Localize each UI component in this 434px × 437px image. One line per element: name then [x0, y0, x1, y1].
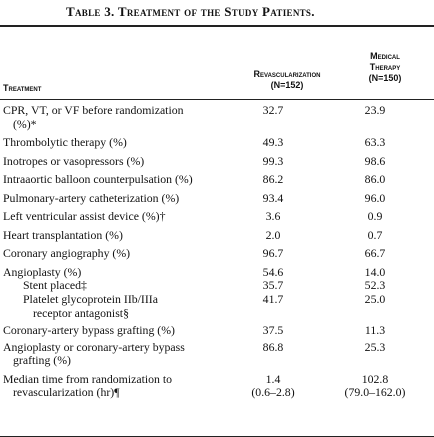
header-medical-n: (N=150): [368, 73, 402, 83]
table-row: CPR, VT, or VF before randomization (%)* …: [0, 103, 434, 136]
row-label: Angioplasty (%): [3, 264, 82, 279]
header-treatment: Treatment: [3, 83, 42, 93]
revasc-value: 35.7: [262, 278, 284, 293]
revasc-value: 41.7: [262, 292, 284, 307]
row-label: Platelet glycoprotein IIb/IIIa receptor a…: [23, 292, 158, 320]
row-label: CPR, VT, or VF before randomization (%)*: [3, 103, 184, 131]
table-row: Inotropes or vasopressors (%) 99.3 98.6: [0, 153, 434, 174]
medical-value: 23.9: [364, 103, 386, 117]
table-row: Platelet glycoprotein IIb/IIIa receptor a…: [0, 292, 434, 321]
medical-range: (79.0–162.0): [344, 385, 406, 400]
revasc-value: 99.3: [262, 153, 284, 168]
revasc-value: 54.6: [262, 264, 284, 279]
header-medical-label1: Medical: [370, 51, 400, 61]
row-label: Pulmonary-artery catheterization (%): [3, 190, 180, 205]
medical-value: 25.0: [364, 292, 386, 307]
table-row: Angioplasty or coronary-artery bypass gra…: [0, 339, 434, 373]
row-label: Inotropes or vasopressors (%): [3, 153, 145, 168]
header-revasc-n: (N=152): [270, 80, 304, 90]
table-title: Table 3. Treatment of the Study Patients…: [66, 4, 315, 19]
table-row: Pulmonary-artery catheterization (%) 93.…: [0, 190, 434, 211]
revasc-value: 1.4 (0.6–2.8): [226, 371, 320, 405]
revasc-median: 1.4: [265, 371, 281, 386]
revasc-range: (0.6–2.8): [251, 385, 295, 400]
medical-value: 14.0: [364, 264, 386, 279]
revasc-value: 2.0: [265, 227, 281, 242]
revasc-value: 32.7: [262, 103, 284, 117]
medical-value: 0.9: [367, 209, 383, 223]
header-revascularization: Revascularization (N=152): [232, 69, 342, 91]
revasc-value: 86.2: [262, 172, 284, 186]
revasc-value: 93.4: [262, 190, 284, 205]
row-label: Coronary angiography (%): [3, 246, 131, 260]
medical-value: 25.3: [364, 339, 386, 354]
revasc-value: 3.6: [265, 209, 281, 223]
medical-value: 0.7: [367, 227, 383, 242]
medical-value: 52.3: [364, 278, 386, 293]
medical-median: 102.8: [361, 371, 389, 386]
table-row: Coronary angiography (%) 96.7 66.7: [0, 246, 434, 266]
row-label: Stent placed‡: [23, 278, 87, 293]
row-label: Left ventricular assist device (%)†: [3, 209, 166, 223]
header-medical-label2: Therapy: [369, 62, 401, 72]
header-rule: [0, 99, 434, 100]
medical-value: 98.6: [364, 153, 386, 168]
table-row: Left ventricular assist device (%)† 3.6 …: [0, 209, 434, 229]
row-label: Heart transplantation (%): [3, 227, 123, 242]
medical-value: 96.0: [364, 190, 386, 205]
medical-value: 102.8 (79.0–162.0): [320, 371, 434, 405]
revasc-value: 96.7: [262, 246, 284, 260]
row-label: Coronary-artery bypass grafting (%): [3, 322, 175, 337]
row-label: Median time from randomization to revascu…: [3, 371, 173, 400]
revasc-value: 86.8: [262, 339, 284, 354]
table-row: Median time from randomization to revascu…: [0, 371, 434, 405]
medical-value: 66.7: [364, 246, 386, 260]
medical-value: 63.3: [364, 135, 386, 149]
table-row: Stent placed‡ 35.7 52.3: [0, 278, 434, 293]
table-row: Intraaortic balloon counterpulsation (%)…: [0, 172, 434, 192]
row-label: Intraaortic balloon counterpulsation (%): [3, 172, 193, 186]
table-row: Thrombolytic therapy (%) 49.3 63.3: [0, 135, 434, 155]
treatment-table: CPR, VT, or VF before randomization (%)* …: [0, 103, 434, 405]
revasc-value: 37.5: [262, 322, 284, 337]
revasc-value: 49.3: [262, 135, 284, 149]
row-label: Thrombolytic therapy (%): [3, 135, 127, 149]
row-label: Angioplasty or coronary-artery bypass gra…: [3, 339, 185, 368]
top-rule: [0, 25, 434, 27]
medical-value: 86.0: [364, 172, 386, 186]
header-revasc-label: Revascularization: [253, 69, 321, 79]
header-medical-therapy: Medical Therapy (N=150): [346, 51, 424, 84]
table-row: Angioplasty (%) 54.6 14.0: [0, 264, 434, 280]
table-row: Coronary-artery bypass grafting (%) 37.5…: [0, 321, 434, 341]
table-row: Heart transplantation (%) 2.0 0.7: [0, 227, 434, 248]
medical-value: 11.3: [364, 322, 386, 337]
